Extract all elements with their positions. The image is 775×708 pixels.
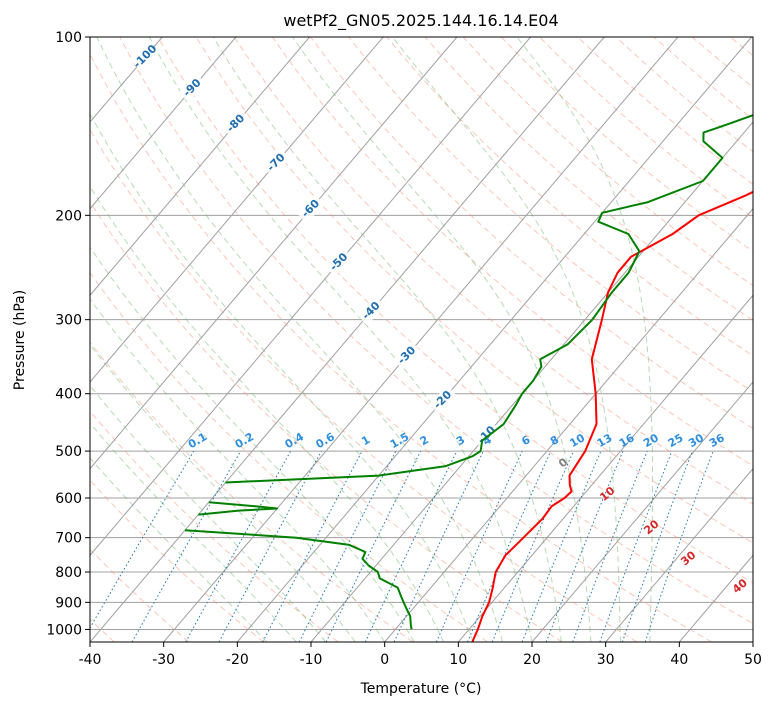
moist-adiabat-line bbox=[90, 185, 445, 642]
moist-adiabat-line bbox=[90, 343, 356, 642]
y-tick-label: 900 bbox=[55, 595, 82, 611]
mixing-ratio-line bbox=[491, 450, 574, 642]
label-halo bbox=[428, 385, 458, 415]
label-halo bbox=[178, 74, 207, 103]
x-tick-label: -20 bbox=[226, 652, 249, 668]
label-halo bbox=[221, 109, 251, 138]
y-tick-label: 800 bbox=[55, 565, 82, 581]
dewpoint-trace bbox=[184, 529, 413, 630]
dry-adiabat-line bbox=[348, 37, 753, 393]
isotherm-line bbox=[90, 37, 531, 557]
moist-adiabat-line bbox=[292, 37, 592, 642]
moist-adiabat-line bbox=[90, 298, 386, 642]
mixing-ratio-line bbox=[545, 450, 624, 642]
moist-adiabat-line bbox=[148, 37, 533, 642]
y-axis-label: Pressure (hPa) bbox=[12, 290, 28, 390]
x-axis-label: Temperature (°C) bbox=[360, 681, 482, 697]
mixing-ratio-line bbox=[621, 450, 693, 642]
y-tick-label: 100 bbox=[55, 30, 82, 46]
x-axis: -40 -30 -20 -10 0 10 20 30 40 50 bbox=[79, 642, 762, 668]
label-halo bbox=[262, 148, 291, 177]
dry-adiabat-line bbox=[157, 37, 753, 584]
x-tick-label: 10 bbox=[449, 652, 467, 668]
chart-title: wetPf2_GN05.2025.144.16.14.E04 bbox=[283, 11, 558, 31]
dry-adiabat-line bbox=[90, 271, 488, 642]
label-halo bbox=[392, 341, 422, 370]
mixing-ratio-line bbox=[572, 450, 648, 642]
isotherms bbox=[90, 37, 753, 642]
label-halo bbox=[131, 42, 160, 71]
dry-adiabat-line bbox=[119, 37, 753, 624]
label-halo bbox=[357, 296, 386, 326]
mixing-ratio-line bbox=[185, 450, 292, 642]
mixing-ratio-line bbox=[298, 450, 397, 642]
dry-adiabat-line bbox=[310, 37, 753, 430]
mixing-ratio-line bbox=[325, 450, 422, 642]
isotherm-line bbox=[90, 37, 310, 297]
sounding-traces bbox=[184, 114, 753, 642]
dewpoint-trace-segment bbox=[225, 114, 753, 484]
mixing-ratio-line bbox=[521, 450, 602, 642]
isotherm-line bbox=[90, 37, 384, 383]
moist-adiabat-line bbox=[90, 246, 415, 642]
dry-adiabat-line bbox=[462, 37, 753, 287]
pressure-gridlines bbox=[90, 37, 753, 630]
x-tick-label: 40 bbox=[670, 652, 688, 668]
moist-adiabat-line bbox=[90, 384, 327, 642]
y-tick-label: 200 bbox=[55, 208, 82, 224]
dry-adiabat-line bbox=[90, 201, 563, 642]
y-tick-label: 700 bbox=[55, 531, 82, 547]
mixing-ratio-line bbox=[435, 450, 523, 642]
dry-adiabat-line bbox=[90, 128, 638, 642]
isotherm-line bbox=[90, 37, 458, 470]
label-halo bbox=[324, 248, 354, 277]
y-tick-label: 300 bbox=[55, 313, 82, 329]
y-tick-label: 400 bbox=[55, 387, 82, 403]
x-tick-label: -10 bbox=[300, 652, 323, 668]
mixing-ratio-line bbox=[218, 450, 322, 642]
moist-adiabat-line bbox=[90, 112, 474, 642]
x-tick-label: 20 bbox=[523, 652, 541, 668]
isotherm-line bbox=[90, 37, 237, 210]
x-tick-label: 30 bbox=[597, 652, 615, 668]
isotherm-line bbox=[384, 207, 753, 642]
x-tick-label: 50 bbox=[744, 652, 762, 668]
moist-adiabat-line bbox=[212, 37, 562, 642]
isotherm-line bbox=[163, 37, 679, 642]
isotherm-line bbox=[457, 294, 753, 642]
moist-adiabat-line bbox=[392, 37, 621, 642]
plot-frame bbox=[89, 36, 754, 643]
label-halo bbox=[472, 421, 501, 450]
mixing-ratio-lines bbox=[90, 450, 714, 642]
moist-adiabat-line bbox=[516, 37, 653, 642]
y-tick-label: 600 bbox=[55, 491, 82, 507]
dry-adiabat-line bbox=[90, 479, 264, 642]
isotherm-line bbox=[531, 381, 753, 642]
label-halo bbox=[296, 194, 326, 223]
dewpoint-trace-segment bbox=[198, 501, 279, 516]
y-axis: 100 200 300 400 500 600 700 800 900 1000 bbox=[46, 30, 90, 638]
x-tick-label: -30 bbox=[152, 652, 175, 668]
isotherm-line bbox=[90, 37, 605, 642]
dry-adiabat-line bbox=[90, 341, 414, 642]
y-tick-label: 500 bbox=[55, 444, 82, 460]
mixing-ratio-line bbox=[599, 450, 673, 642]
x-tick-label: -40 bbox=[79, 652, 102, 668]
dry-adiabat-line bbox=[271, 37, 753, 467]
mixing-ratio-line bbox=[644, 450, 714, 642]
isotherm-line bbox=[310, 121, 753, 642]
dry-adiabat-line bbox=[233, 37, 753, 505]
dry-adiabat-line bbox=[90, 548, 190, 642]
x-tick-label: 0 bbox=[380, 652, 389, 668]
temperature-trace bbox=[471, 190, 753, 642]
moist-adiabat-line bbox=[90, 422, 297, 642]
y-tick-label: 1000 bbox=[46, 622, 82, 638]
isotherm-line bbox=[605, 467, 753, 642]
